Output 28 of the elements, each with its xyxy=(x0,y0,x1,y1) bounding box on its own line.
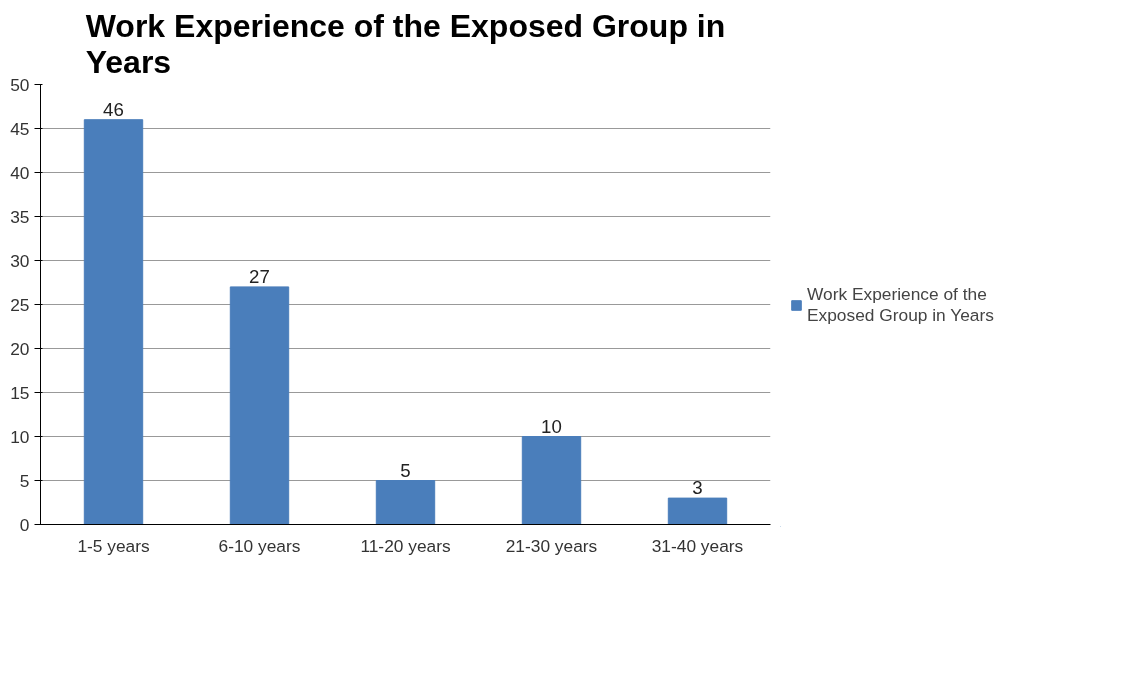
bar xyxy=(521,436,582,525)
data-label: 46 xyxy=(103,98,124,120)
bar xyxy=(667,497,728,525)
y-tick-label: 20 xyxy=(10,338,30,359)
y-tick-label: 45 xyxy=(10,118,30,139)
x-tick-label: 21-30 years xyxy=(505,535,598,556)
y-tick-label: 10 xyxy=(10,426,30,447)
legend-label: Work Experience of the Exposed Group in Years xyxy=(807,284,994,326)
x-tick-label: 11-20 years xyxy=(360,535,451,556)
y-tick-label: 0 xyxy=(19,514,30,535)
chart-title: Work Experience of the Exposed Group in Years xyxy=(85,7,726,80)
data-label: 3 xyxy=(692,477,703,499)
y-tick-label: 35 xyxy=(10,206,30,227)
bar xyxy=(83,119,144,525)
x-tick-label: 1-5 years xyxy=(77,535,150,556)
y-tick-label: 5 xyxy=(19,470,30,491)
data-label: 10 xyxy=(541,415,562,437)
y-tick-label: 15 xyxy=(10,382,30,403)
bar xyxy=(229,286,290,525)
data-label: 5 xyxy=(400,459,411,481)
x-tick-label: 31-40 years xyxy=(651,535,744,556)
y-tick-label: 30 xyxy=(10,250,30,271)
y-tick-label: 25 xyxy=(10,294,30,315)
x-tick-label: 6-10 years xyxy=(218,535,301,556)
data-label: 27 xyxy=(249,265,270,287)
y-tick-label: 50 xyxy=(10,74,30,95)
bar xyxy=(375,480,436,525)
y-tick-label: 40 xyxy=(10,162,30,183)
